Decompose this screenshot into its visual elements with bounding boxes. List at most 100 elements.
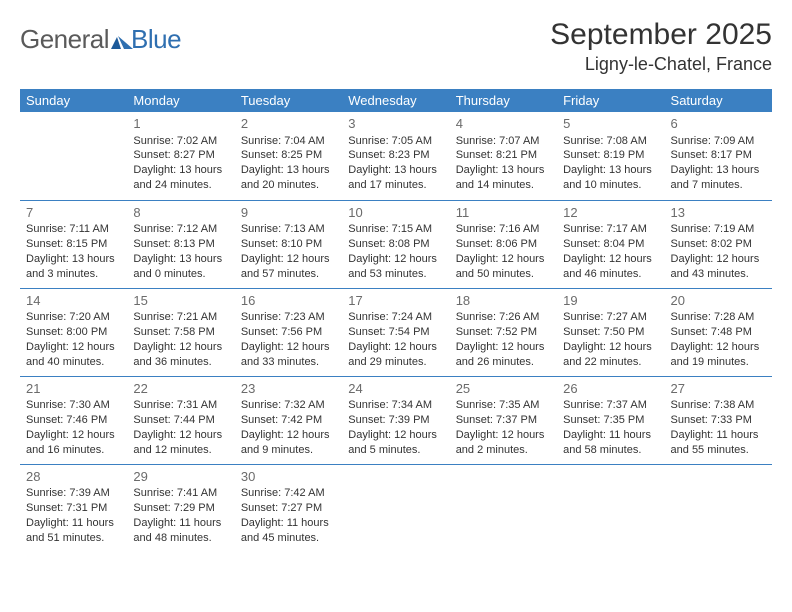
calendar-day-cell: 30Sunrise: 7:42 AMSunset: 7:27 PMDayligh…: [235, 464, 342, 552]
location-label: Ligny-le-Chatel, France: [550, 54, 772, 75]
daylight-text: Daylight: 12 hours and 50 minutes.: [456, 252, 551, 282]
day-number: 28: [26, 468, 121, 486]
day-number: 11: [456, 204, 551, 222]
day-number: 14: [26, 292, 121, 310]
sunrise-text: Sunrise: 7:24 AM: [348, 310, 443, 325]
calendar-day-cell: 6Sunrise: 7:09 AMSunset: 8:17 PMDaylight…: [665, 112, 772, 200]
daylight-text: Daylight: 12 hours and 57 minutes.: [241, 252, 336, 282]
sunset-text: Sunset: 7:29 PM: [133, 501, 228, 516]
day-header: Saturday: [665, 89, 772, 112]
calendar-day-cell: 1Sunrise: 7:02 AMSunset: 8:27 PMDaylight…: [127, 112, 234, 200]
sunset-text: Sunset: 7:33 PM: [671, 413, 766, 428]
calendar-empty-cell: [20, 112, 127, 200]
calendar-empty-cell: [450, 464, 557, 552]
calendar-empty-cell: [557, 464, 664, 552]
sunset-text: Sunset: 8:06 PM: [456, 237, 551, 252]
sunset-text: Sunset: 8:00 PM: [26, 325, 121, 340]
daylight-text: Daylight: 13 hours and 3 minutes.: [26, 252, 121, 282]
day-header: Monday: [127, 89, 234, 112]
calendar-header-row: Sunday Monday Tuesday Wednesday Thursday…: [20, 89, 772, 112]
title-block: September 2025 Ligny-le-Chatel, France: [550, 18, 772, 75]
sunset-text: Sunset: 7:48 PM: [671, 325, 766, 340]
daylight-text: Daylight: 12 hours and 40 minutes.: [26, 340, 121, 370]
daylight-text: Daylight: 12 hours and 22 minutes.: [563, 340, 658, 370]
daylight-text: Daylight: 12 hours and 36 minutes.: [133, 340, 228, 370]
sunset-text: Sunset: 7:39 PM: [348, 413, 443, 428]
sunset-text: Sunset: 8:04 PM: [563, 237, 658, 252]
daylight-text: Daylight: 12 hours and 19 minutes.: [671, 340, 766, 370]
sunrise-text: Sunrise: 7:16 AM: [456, 222, 551, 237]
day-number: 29: [133, 468, 228, 486]
calendar-week-row: 7Sunrise: 7:11 AMSunset: 8:15 PMDaylight…: [20, 200, 772, 288]
sunrise-text: Sunrise: 7:32 AM: [241, 398, 336, 413]
day-number: 25: [456, 380, 551, 398]
day-number: 26: [563, 380, 658, 398]
day-header: Sunday: [20, 89, 127, 112]
sunrise-text: Sunrise: 7:21 AM: [133, 310, 228, 325]
day-number: 23: [241, 380, 336, 398]
calendar-day-cell: 25Sunrise: 7:35 AMSunset: 7:37 PMDayligh…: [450, 376, 557, 464]
day-number: 1: [133, 115, 228, 133]
day-header: Friday: [557, 89, 664, 112]
daylight-text: Daylight: 11 hours and 48 minutes.: [133, 516, 228, 546]
day-number: 13: [671, 204, 766, 222]
day-number: 24: [348, 380, 443, 398]
calendar-day-cell: 24Sunrise: 7:34 AMSunset: 7:39 PMDayligh…: [342, 376, 449, 464]
calendar-day-cell: 26Sunrise: 7:37 AMSunset: 7:35 PMDayligh…: [557, 376, 664, 464]
day-number: 7: [26, 204, 121, 222]
day-number: 30: [241, 468, 336, 486]
daylight-text: Daylight: 11 hours and 51 minutes.: [26, 516, 121, 546]
sunset-text: Sunset: 7:52 PM: [456, 325, 551, 340]
sunrise-text: Sunrise: 7:13 AM: [241, 222, 336, 237]
calendar-day-cell: 23Sunrise: 7:32 AMSunset: 7:42 PMDayligh…: [235, 376, 342, 464]
day-number: 19: [563, 292, 658, 310]
sunrise-text: Sunrise: 7:02 AM: [133, 134, 228, 149]
sunset-text: Sunset: 7:58 PM: [133, 325, 228, 340]
day-number: 15: [133, 292, 228, 310]
daylight-text: Daylight: 13 hours and 14 minutes.: [456, 163, 551, 193]
calendar-day-cell: 27Sunrise: 7:38 AMSunset: 7:33 PMDayligh…: [665, 376, 772, 464]
sunset-text: Sunset: 8:19 PM: [563, 148, 658, 163]
calendar-day-cell: 22Sunrise: 7:31 AMSunset: 7:44 PMDayligh…: [127, 376, 234, 464]
calendar-day-cell: 7Sunrise: 7:11 AMSunset: 8:15 PMDaylight…: [20, 200, 127, 288]
sunrise-text: Sunrise: 7:28 AM: [671, 310, 766, 325]
sunset-text: Sunset: 8:08 PM: [348, 237, 443, 252]
sunrise-text: Sunrise: 7:08 AM: [563, 134, 658, 149]
calendar-day-cell: 11Sunrise: 7:16 AMSunset: 8:06 PMDayligh…: [450, 200, 557, 288]
calendar-empty-cell: [342, 464, 449, 552]
sunrise-text: Sunrise: 7:39 AM: [26, 486, 121, 501]
calendar-day-cell: 4Sunrise: 7:07 AMSunset: 8:21 PMDaylight…: [450, 112, 557, 200]
brand-part2: Blue: [131, 24, 181, 55]
day-number: 21: [26, 380, 121, 398]
daylight-text: Daylight: 12 hours and 33 minutes.: [241, 340, 336, 370]
sunrise-text: Sunrise: 7:35 AM: [456, 398, 551, 413]
sunrise-text: Sunrise: 7:12 AM: [133, 222, 228, 237]
daylight-text: Daylight: 12 hours and 46 minutes.: [563, 252, 658, 282]
daylight-text: Daylight: 12 hours and 43 minutes.: [671, 252, 766, 282]
sunset-text: Sunset: 8:02 PM: [671, 237, 766, 252]
calendar-day-cell: 12Sunrise: 7:17 AMSunset: 8:04 PMDayligh…: [557, 200, 664, 288]
sunrise-text: Sunrise: 7:26 AM: [456, 310, 551, 325]
day-header: Thursday: [450, 89, 557, 112]
sunset-text: Sunset: 7:37 PM: [456, 413, 551, 428]
calendar-day-cell: 2Sunrise: 7:04 AMSunset: 8:25 PMDaylight…: [235, 112, 342, 200]
sunset-text: Sunset: 7:42 PM: [241, 413, 336, 428]
daylight-text: Daylight: 11 hours and 58 minutes.: [563, 428, 658, 458]
calendar-day-cell: 5Sunrise: 7:08 AMSunset: 8:19 PMDaylight…: [557, 112, 664, 200]
sunrise-text: Sunrise: 7:05 AM: [348, 134, 443, 149]
calendar-day-cell: 13Sunrise: 7:19 AMSunset: 8:02 PMDayligh…: [665, 200, 772, 288]
sunrise-text: Sunrise: 7:07 AM: [456, 134, 551, 149]
calendar-day-cell: 16Sunrise: 7:23 AMSunset: 7:56 PMDayligh…: [235, 288, 342, 376]
sunset-text: Sunset: 8:15 PM: [26, 237, 121, 252]
sunrise-text: Sunrise: 7:37 AM: [563, 398, 658, 413]
daylight-text: Daylight: 12 hours and 2 minutes.: [456, 428, 551, 458]
month-title: September 2025: [550, 18, 772, 52]
day-number: 17: [348, 292, 443, 310]
calendar-day-cell: 14Sunrise: 7:20 AMSunset: 8:00 PMDayligh…: [20, 288, 127, 376]
calendar-day-cell: 8Sunrise: 7:12 AMSunset: 8:13 PMDaylight…: [127, 200, 234, 288]
sunset-text: Sunset: 7:31 PM: [26, 501, 121, 516]
sunset-text: Sunset: 7:54 PM: [348, 325, 443, 340]
sunrise-text: Sunrise: 7:34 AM: [348, 398, 443, 413]
calendar-week-row: 14Sunrise: 7:20 AMSunset: 8:00 PMDayligh…: [20, 288, 772, 376]
daylight-text: Daylight: 13 hours and 7 minutes.: [671, 163, 766, 193]
